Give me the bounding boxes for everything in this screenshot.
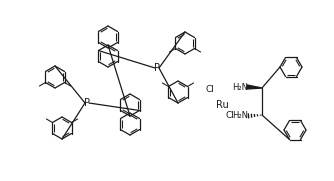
Text: P: P: [84, 98, 90, 108]
Text: P: P: [154, 63, 160, 73]
Text: H₂N: H₂N: [232, 83, 248, 92]
Polygon shape: [247, 85, 262, 89]
Text: H₂N: H₂N: [232, 111, 248, 121]
Text: Ru: Ru: [216, 100, 228, 110]
Text: Cl: Cl: [205, 85, 214, 94]
Text: Cl: Cl: [225, 110, 234, 119]
